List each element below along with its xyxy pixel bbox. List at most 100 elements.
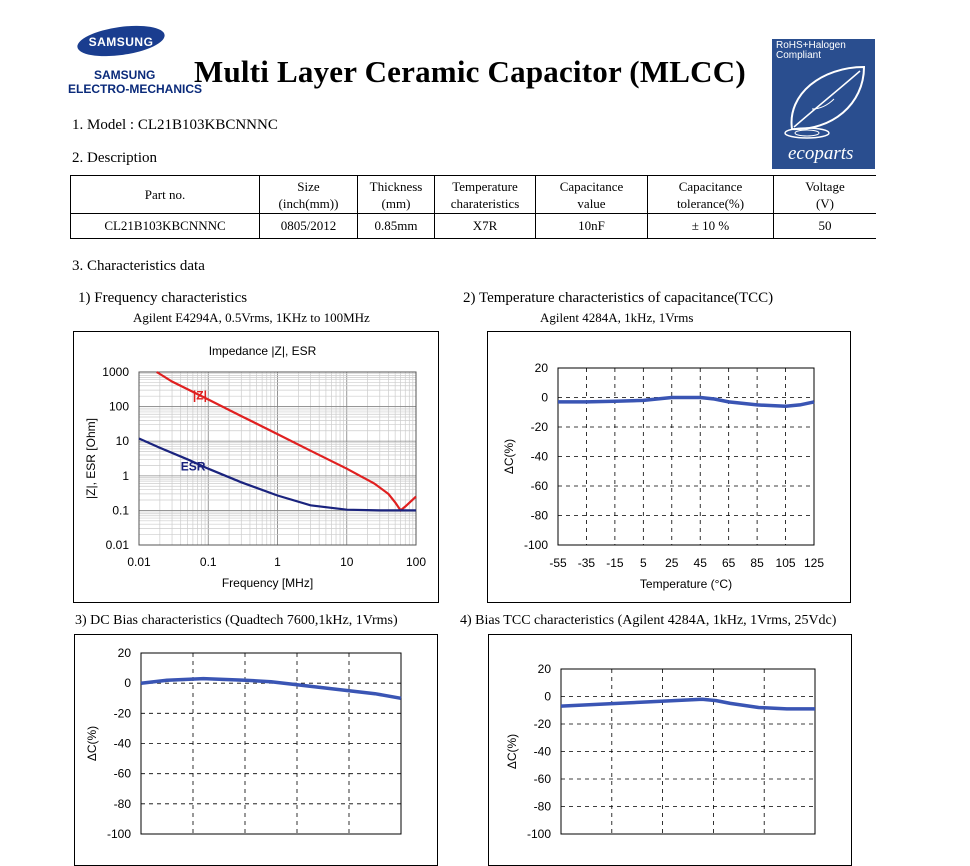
y-axis-label: ΔC(%) [85,726,99,761]
y-axis-label: ΔC(%) [502,439,516,474]
leaf-icon [784,65,866,139]
cell-voltage: 50 [773,213,876,239]
spec-table-header-row: Part no. Size (inch(mm)) Thickness (mm) Te… [70,175,876,214]
y-tick-label: 0 [541,391,548,405]
chart-title: Impedance |Z|, ESR [209,344,317,358]
x-tick-label: 25 [665,556,679,570]
y-tick-label: 0 [124,676,131,690]
dc-bias-chart-frame: 20 0 -20 -40 -60 -80 -100 ΔC(%) [74,634,438,866]
y-tick-label: -100 [524,538,548,552]
y-tick-label: 20 [535,361,549,375]
eco-badge-brand: ecoparts [788,143,854,164]
x-tick-label: 10 [340,555,354,569]
y-tick-label: -80 [531,509,549,523]
dc-bias-chart: 20 0 -20 -40 -60 -80 -100 ΔC(%) [85,646,402,841]
esr-line [138,437,416,512]
x-tick-label: -15 [606,556,624,570]
cell-tolerance: ± 10 % [647,213,774,239]
eco-badge-line2: Compliant [776,50,822,61]
x-tick-label: 45 [694,556,708,570]
description-heading: 2. Description [72,150,157,166]
y-tick-label: -60 [534,772,552,786]
y-tick-label: -80 [534,800,552,814]
x-tick-label: 65 [722,556,736,570]
header-temperature: Temperature charateristics [434,175,536,214]
x-tick-label: -55 [549,556,567,570]
y-tick-label: 100 [109,400,129,414]
capacitance-change-line [560,697,815,711]
y-tick-label: 20 [538,662,552,676]
frequency-chart-frame: Impedance |Z|, ESR 0.01 0.1 1 10 100 1000 100 10… [73,331,439,603]
bias-tcc-chart: 20 0 -20 -40 -60 -80 -100 ΔC(%) [505,662,816,841]
ecoparts-badge [772,39,875,169]
page-title: Multi Layer Ceramic Capacitor (MLCC) [194,54,746,89]
y-tick-label: -20 [534,717,552,731]
impedance-series-label: |Z| [193,389,207,403]
header-voltage: Voltage (V) [773,175,876,214]
chart1-heading: 1) Frequency characteristics [78,290,248,306]
chart3-heading: 3) DC Bias characteristics (Quadtech 760… [75,613,398,628]
characteristics-heading: 3. Characteristics data [72,258,205,274]
x-tick-label: 0.01 [127,555,151,569]
x-tick-label: 5 [640,556,647,570]
chart2-heading: 2) Temperature characteristics of capaci… [463,290,774,306]
cell-temperature: X7R [434,213,536,239]
y-tick-label: 0.1 [112,503,129,517]
x-axis-label: Temperature (°C) [640,577,732,591]
plot-area-border [560,668,816,835]
capacitance-change-line [140,676,402,701]
spec-table-row: CL21B103KBCNNNC 0805/2012 0.85mm X7R 10n… [70,213,876,239]
capacitance-change-line [558,395,815,409]
tcc-chart: 20 0 -20 -40 -60 -80 -100-55 -35 -15 5 25 45 65 85 105… [502,361,824,591]
cell-capacitance: 10nF [535,213,648,239]
y-tick-label: 0.01 [106,538,130,552]
y-tick-label: 1 [122,469,129,483]
x-tick-label: 125 [804,556,824,570]
samsung-logo-oval: SAMSUNG [77,25,165,57]
y-tick-label: -100 [107,827,131,841]
header-capacitance-value: Capacitance value [535,175,648,214]
header-size: Size (inch(mm)) [259,175,358,214]
model-line: 1. Model : CL21B103KBCNNNC [72,117,278,133]
spec-table: Part no. Size (inch(mm)) Thickness (mm) Te… [70,175,876,239]
samsung-logo-text: SAMSUNG [89,35,154,49]
eco-badge-line1: RoHS+Halogen [776,40,846,51]
cell-part-no: CL21B103KBCNNNC [70,213,260,239]
tcc-chart-frame: 20 0 -20 -40 -60 -80 -100 -55 -35 -15 5 25 45 65 85 105… [487,331,851,603]
y-tick-label: -20 [531,420,549,434]
y-tick-label: -60 [114,767,132,781]
plot-area-border [557,367,815,546]
plot-area-border [138,371,417,546]
esr-series-label: ESR [181,460,206,474]
cell-thickness: 0.85mm [357,213,435,239]
y-tick-label: -40 [531,450,549,464]
chart4-heading: 4) Bias TCC characteristics (Agilent 428… [460,613,837,628]
x-tick-label: 105 [776,556,796,570]
x-tick-label: -35 [578,556,596,570]
y-tick-label: 10 [116,434,130,448]
y-tick-label: 20 [118,646,132,660]
plot-area-border [140,652,402,835]
x-tick-label: 0.1 [200,555,217,569]
x-axis-label: Frequency [MHz] [222,576,313,590]
logo-company-line2: ELECTRO-MECHANICS [68,82,202,96]
y-tick-label: -40 [534,745,552,759]
chart1-subheading: Agilent E4294A, 0.5Vrms, 1KHz to 100MHz [133,310,370,325]
x-tick-label: 85 [750,556,764,570]
header-tolerance: Capacitance tolerance(%) [647,175,774,214]
x-tick-label: 100 [406,555,426,569]
y-tick-label: -40 [114,737,132,751]
y-tick-label: -20 [114,706,132,720]
y-axis-label: |Z|, ESR [Ohm] [84,418,98,499]
logo-company-line1: SAMSUNG [94,68,156,82]
header-part-no: Part no. [70,175,260,214]
bias-tcc-chart-frame: 20 0 -20 -40 -60 -80 -100 ΔC(%) [488,634,852,866]
y-axis-label: ΔC(%) [505,734,519,769]
cell-size: 0805/2012 [259,213,358,239]
y-tick-label: -60 [531,479,549,493]
y-tick-label: -80 [114,797,132,811]
y-tick-label: 0 [544,690,551,704]
y-tick-label: -100 [527,827,551,841]
chart2-subheading: Agilent 4284A, 1kHz, 1Vrms [540,310,694,325]
